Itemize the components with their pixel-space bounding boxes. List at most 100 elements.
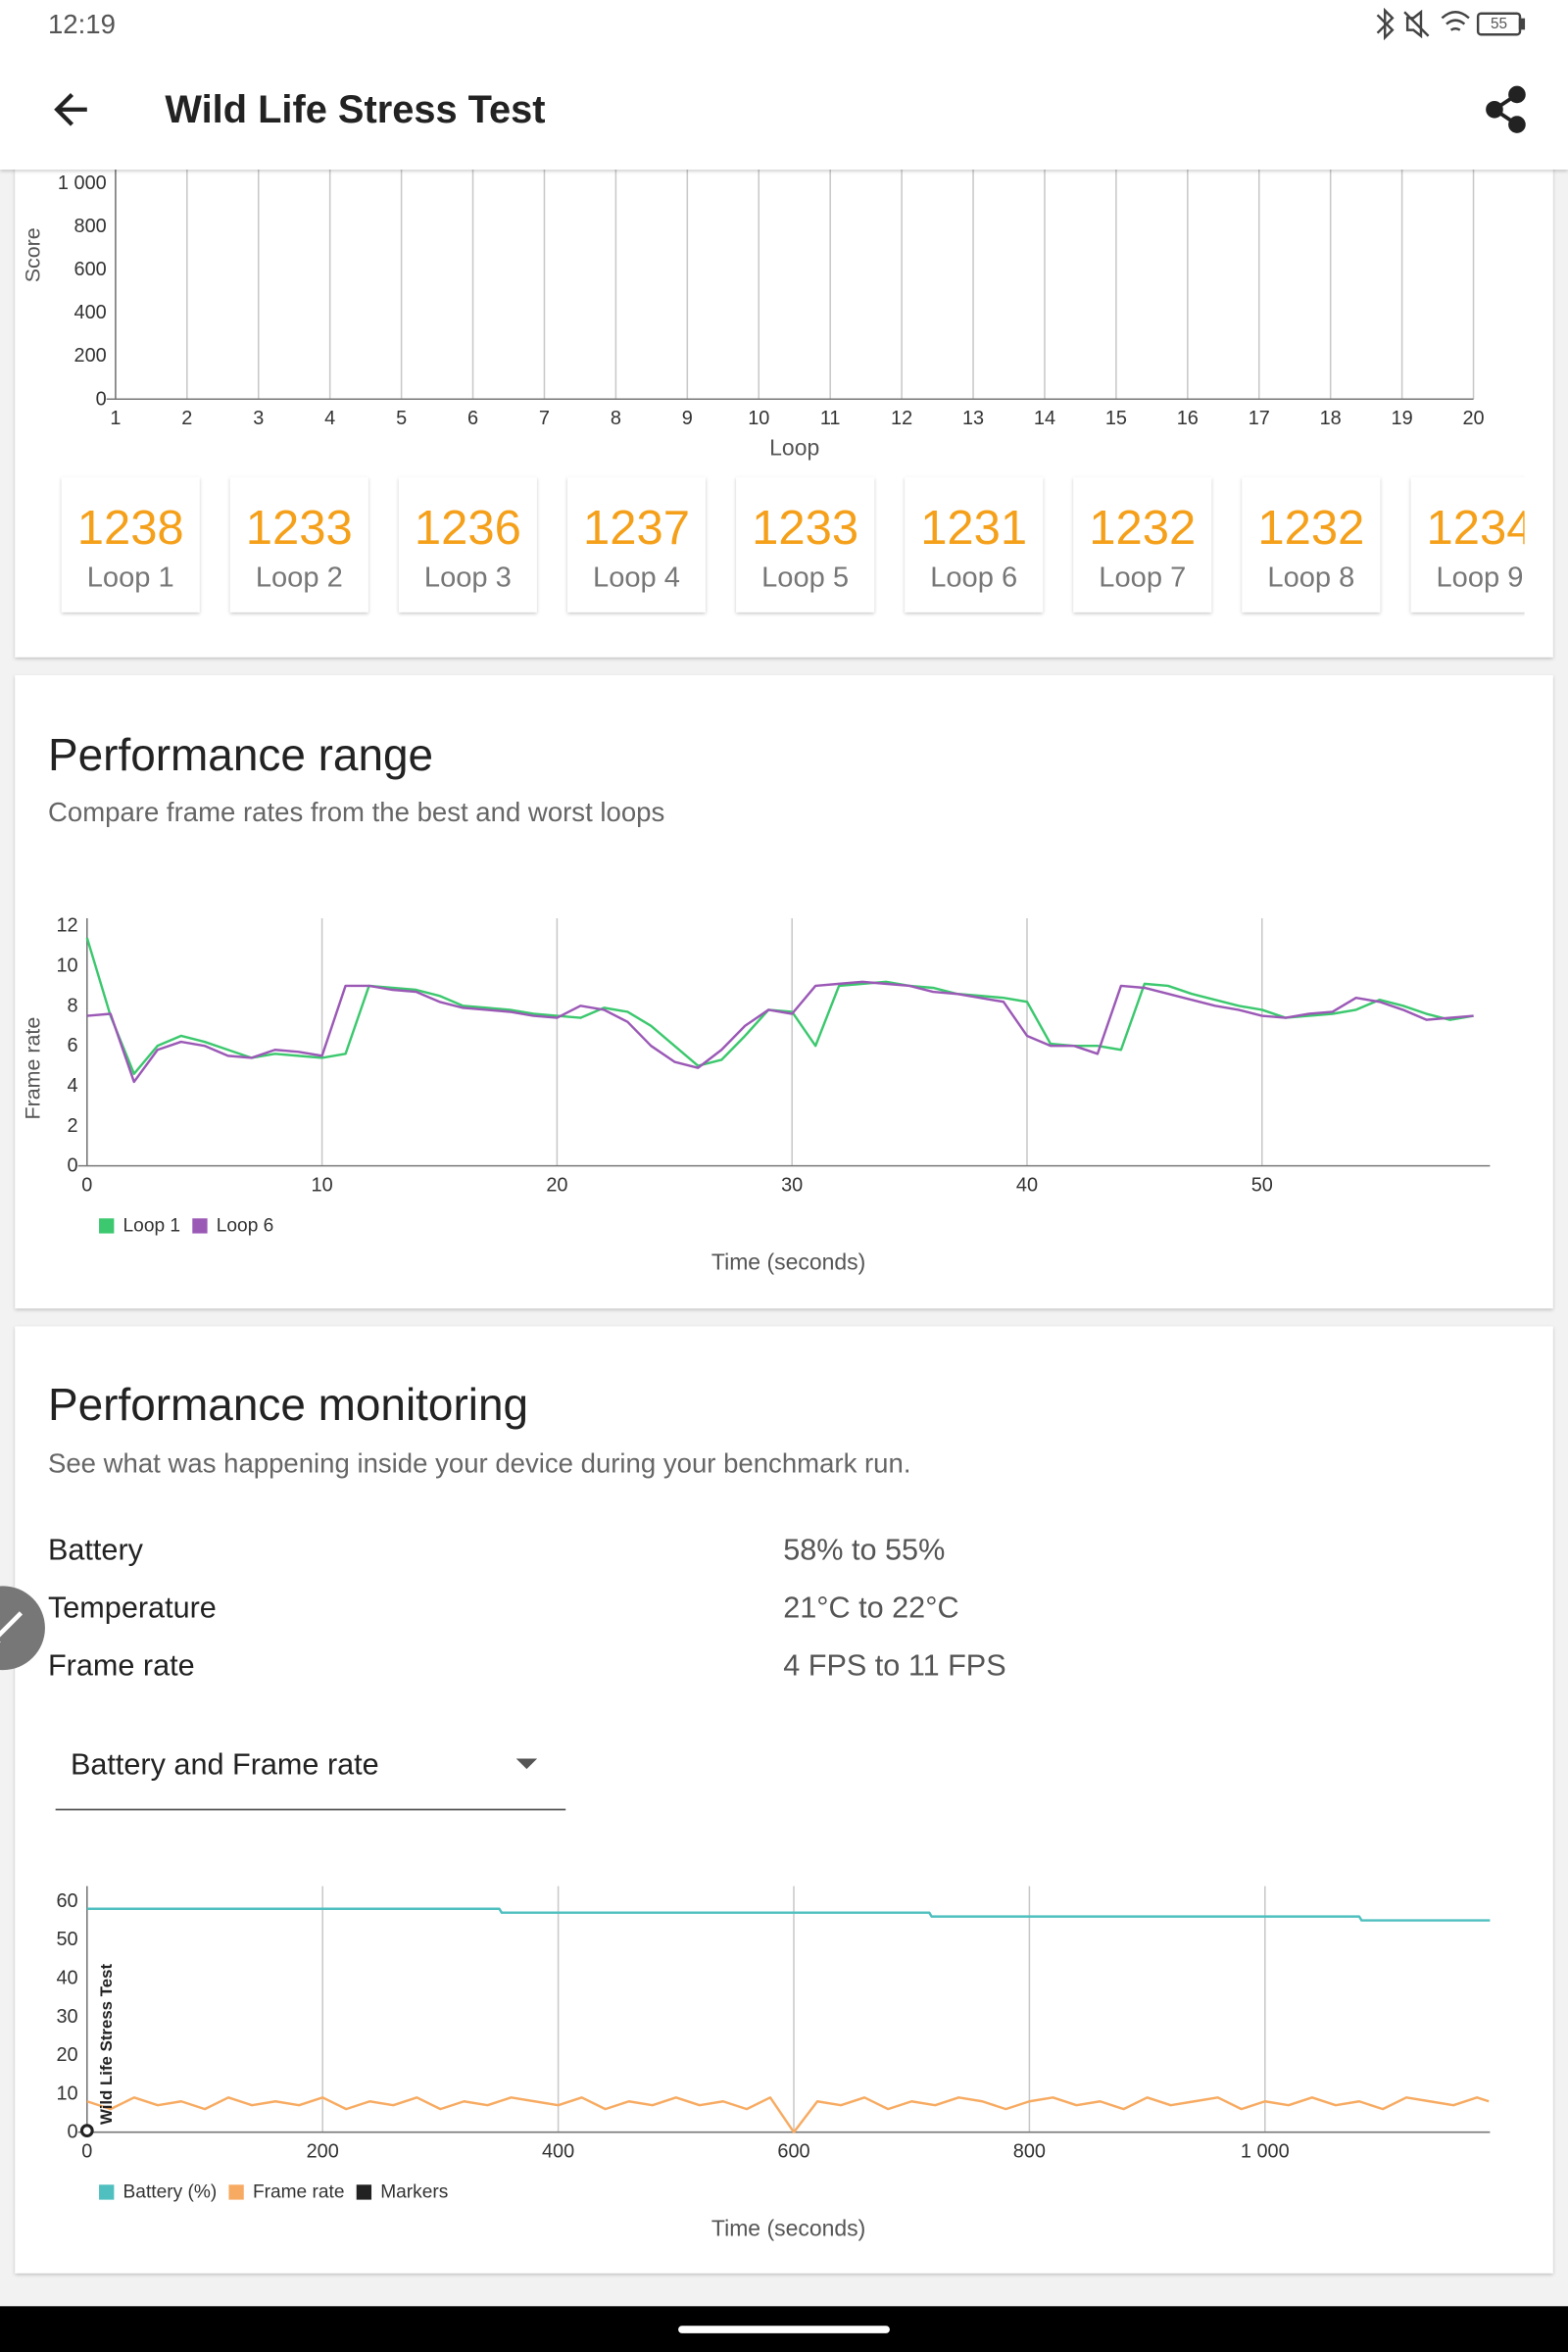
x-tick-label: 19	[1392, 408, 1413, 429]
loop-card	[736, 476, 875, 612]
legend-label: Markers	[380, 2181, 448, 2202]
y-tick-label: 20	[56, 2044, 77, 2066]
y-tick-label: 60	[56, 1890, 77, 1912]
y-tick-label: 30	[56, 2006, 77, 2028]
y-tick-label: 0	[68, 1155, 78, 1177]
x-tick-label: 50	[1251, 1175, 1273, 1197]
x-tick-label: 10	[312, 1175, 333, 1197]
series-line	[86, 980, 1474, 1084]
status-icons	[1376, 7, 1526, 41]
x-tick-label: 1	[110, 408, 121, 429]
dropdown[interactable]	[55, 1758, 566, 1811]
y-tick-label: 6	[68, 1035, 78, 1056]
loop-score: 1231	[920, 502, 1027, 555]
row-label: Frame rate	[48, 1649, 195, 1683]
mute-icon	[1403, 9, 1430, 39]
series-line	[86, 1907, 1491, 1922]
x-tick-label: 1 000	[1241, 2141, 1290, 2163]
x-tick-label: 20	[1462, 408, 1484, 429]
y-tick-label: 400	[74, 302, 107, 323]
x-tick-label: 6	[467, 408, 478, 429]
loop-label: Loop 1	[87, 562, 174, 593]
marker	[79, 2124, 94, 2138]
row-value: 58% to 55%	[783, 1534, 945, 1567]
x-tick-label: 17	[1249, 408, 1270, 429]
loop-score: 1236	[415, 502, 521, 555]
section-subtitle: Compare frame rates from the best and wo…	[48, 797, 664, 827]
battery-level: 55	[1491, 16, 1507, 32]
x-tick-label: 5	[396, 408, 407, 429]
x-tick-label: 9	[682, 408, 693, 429]
y-tick-label: 1 000	[58, 172, 107, 194]
x-tick-label: 0	[81, 2141, 92, 2163]
legend-label: Battery (%)	[123, 2181, 218, 2202]
wifi-icon	[1441, 11, 1470, 31]
x-tick-label: 800	[1013, 2141, 1046, 2163]
battery-tip	[1518, 18, 1526, 30]
section-title: Performance monitoring	[48, 1379, 528, 1430]
range-card	[15, 674, 1553, 1309]
legend-label: Frame rate	[253, 2181, 345, 2202]
x-tick-label: 2	[181, 408, 192, 429]
y-tick-label: 50	[56, 1929, 77, 1950]
y-tick-label: 12	[56, 915, 77, 937]
loop-card	[1410, 476, 1525, 612]
section-title: Performance range	[48, 729, 433, 780]
x-axis-label: Time (seconds)	[711, 2216, 865, 2241]
loop-label: Loop 9	[1436, 562, 1523, 593]
x-tick-label: 18	[1320, 408, 1342, 429]
fab-circle	[0, 1586, 45, 1671]
y-tick-label: 40	[56, 1968, 77, 1989]
monitoring-card	[15, 1326, 1553, 2274]
status-time: 12:19	[48, 9, 116, 39]
y-axis-label: Score	[22, 227, 45, 282]
loop-card	[1073, 476, 1212, 612]
loop-score: 1233	[752, 502, 858, 555]
x-tick-label: 13	[962, 408, 984, 429]
legend-swatch	[192, 1218, 208, 1234]
loop-label: Loop 8	[1267, 562, 1354, 593]
row-label: Battery	[48, 1534, 144, 1567]
x-tick-label: 30	[781, 1175, 803, 1197]
dropdown-arrow	[515, 1758, 538, 1770]
app-bar	[0, 0, 1568, 171]
loop-label: Loop 2	[256, 562, 343, 593]
x-axis-label: Loop	[769, 434, 819, 460]
share-button[interactable]	[1486, 85, 1526, 133]
loop-card	[567, 476, 706, 612]
y-tick-label: 600	[74, 259, 107, 280]
x-tick-label: 11	[820, 408, 841, 429]
x-tick-label: 12	[891, 408, 912, 429]
loop-cards: 1238 Loop 1 1233 Loop 2 1236 Loop 3 1237 Loop 4…	[61, 476, 1525, 612]
x-tick-label: 40	[1016, 1175, 1038, 1197]
x-tick-label: 8	[611, 408, 621, 429]
x-tick-label: 400	[542, 2141, 574, 2163]
y-tick-label: 8	[68, 995, 78, 1016]
edit-fab[interactable]	[0, 1586, 45, 1671]
legend-swatch	[228, 2184, 244, 2200]
y-tick-label: 800	[74, 216, 107, 237]
x-tick-label: 10	[748, 408, 769, 429]
loop-card	[61, 476, 200, 612]
y-axis-label: Frame rate	[22, 1017, 45, 1120]
x-tick-label: 600	[777, 2141, 809, 2163]
y-tick-label: 200	[74, 345, 107, 367]
y-tick-label: 10	[56, 2082, 77, 2104]
y-tick-label: 4	[68, 1075, 78, 1097]
loop-card	[905, 476, 1044, 612]
loop-label: Loop 4	[593, 562, 680, 593]
x-tick-label: 4	[324, 408, 335, 429]
x-tick-label: 16	[1177, 408, 1199, 429]
back-button[interactable]	[54, 92, 87, 126]
dropdown-label: Battery and Frame rate	[71, 1748, 379, 1782]
home-indicator[interactable]	[678, 2326, 890, 2333]
loop-score: 1237	[583, 502, 690, 555]
marker-label: Wild Life Stress Test	[97, 1964, 116, 2126]
y-tick-label: 2	[68, 1115, 78, 1137]
y-tick-label: 0	[96, 388, 107, 410]
legend-label: Loop 1	[123, 1215, 180, 1236]
loop-label: Loop 3	[424, 562, 512, 593]
loop-score: 1233	[246, 502, 353, 555]
loop-label: Loop 5	[761, 562, 849, 593]
